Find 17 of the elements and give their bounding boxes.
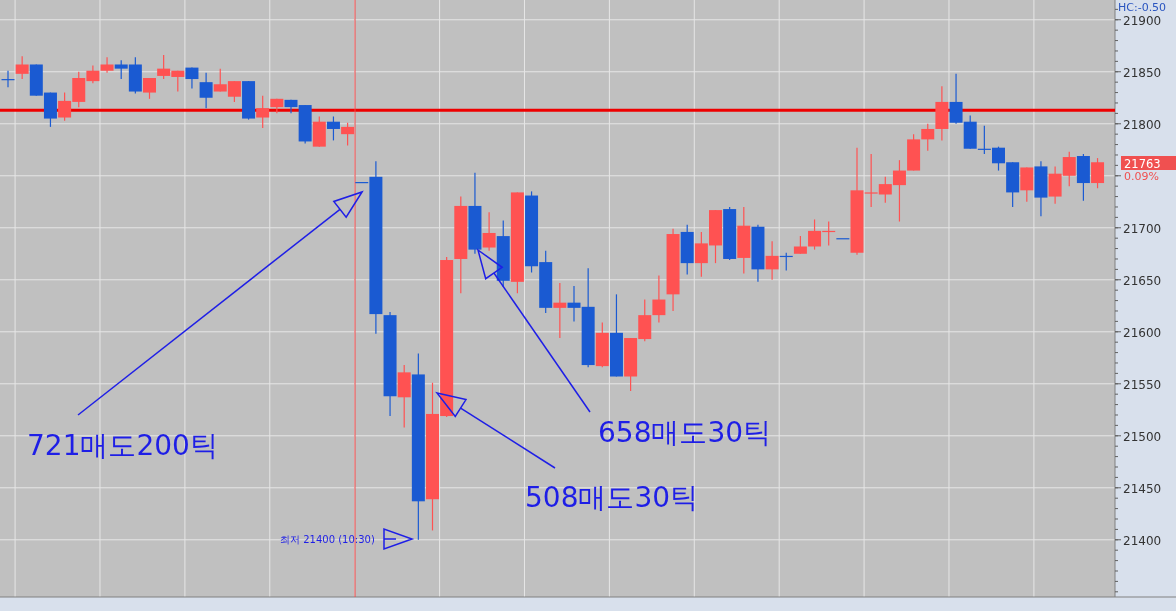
y-tick-label: 21700: [1123, 221, 1162, 236]
y-tick-label: 21400: [1123, 533, 1162, 548]
text: 21763: [1124, 157, 1161, 171]
annotation: 최저 21400 (10:30): [280, 534, 375, 545]
annotation: 721매도200틱: [27, 429, 218, 462]
text: HC:-0.50: [1118, 1, 1167, 14]
y-tick-label: 21500: [1123, 429, 1162, 444]
annotation: 508매도30틱: [525, 481, 699, 514]
annotation: 658매도30틱: [598, 416, 772, 449]
y-tick-label: 21900: [1123, 13, 1162, 28]
y-tick-label: 21850: [1123, 65, 1162, 80]
y-tick-label: 21550: [1123, 377, 1162, 392]
y-tick-label: 21650: [1123, 273, 1162, 288]
y-tick-label: 21800: [1123, 117, 1162, 132]
y-tick-label: 21450: [1123, 481, 1162, 496]
y-tick-label: 21600: [1123, 325, 1162, 340]
text: 0.09%: [1124, 170, 1159, 183]
